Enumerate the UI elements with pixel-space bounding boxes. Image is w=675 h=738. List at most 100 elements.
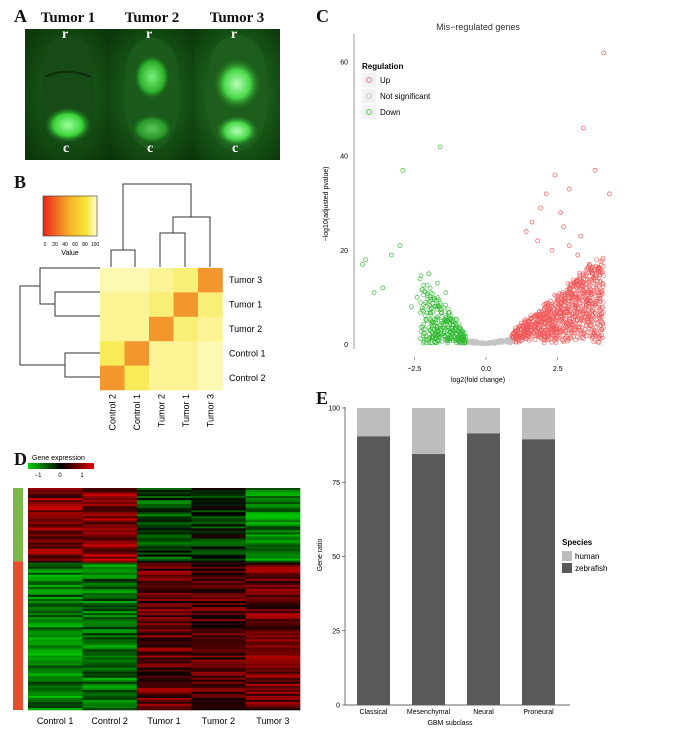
d-heatmap-cell: [191, 538, 246, 541]
c-point-up: [543, 305, 549, 311]
d-heatmap-cell: [191, 701, 246, 705]
d-heatmap-cell: [28, 641, 83, 644]
d-heatmap-cell: [245, 653, 301, 656]
c-point-up: [567, 302, 572, 308]
c-point-up: [577, 270, 582, 276]
e-bar-segment-zebrafish: [467, 433, 500, 705]
d-heatmap-cell: [245, 691, 301, 695]
d-heatmap-cell: [28, 707, 83, 711]
d-heatmap-cell: [191, 500, 246, 503]
d-heatmap-cell: [245, 504, 301, 507]
d-heatmap-cell: [82, 510, 138, 513]
d-heatmap-cell: [136, 659, 192, 662]
d-heatmap-cell: [28, 574, 83, 578]
b-heatmap-cell: [173, 316, 199, 342]
d-heatmap-cell: [28, 603, 83, 606]
e-legend: Species human zebrafish: [562, 538, 607, 573]
d-col-label: Control 1: [37, 716, 74, 726]
b-heatmap-cell: [198, 268, 223, 293]
d-heatmap-cell: [28, 651, 83, 654]
d-heatmap-cell: [136, 601, 192, 604]
panel-c-letter: C: [316, 6, 329, 26]
d-legend-title: Gene expression: [32, 455, 85, 462]
d-heatmap-cell: [28, 560, 83, 563]
b-legend-tick: 40: [62, 242, 68, 248]
d-heatmap-cell: [245, 629, 301, 632]
d-heatmap-cell: [28, 683, 83, 687]
b-heatmap-cell: [198, 365, 223, 391]
b-col-label: Tumor 1: [181, 394, 191, 427]
c-point-outlier: [414, 294, 420, 300]
c-point-up: [513, 325, 518, 331]
c-point-down: [422, 289, 428, 295]
c-point-up: [578, 297, 584, 303]
d-heatmap-cell: [245, 671, 301, 674]
d-heatmap-cell: [245, 695, 301, 699]
d-heatmap-cell: [82, 528, 138, 531]
c-point-up: [573, 284, 579, 290]
c-point-up: [565, 281, 571, 287]
d-heatmap-cell: [136, 582, 192, 586]
b-column-dendrogram: [110, 183, 211, 267]
c-point-down: [442, 317, 448, 323]
d-heatmap-cell: [82, 590, 138, 594]
d-heatmap-cell: [136, 665, 192, 668]
d-heatmap-cell: [191, 510, 246, 513]
d-heatmap-cell: [245, 588, 301, 592]
c-point-outlier: [434, 280, 440, 286]
d-heatmap-cell: [82, 705, 138, 709]
d-heatmap-cell: [245, 687, 301, 691]
c-point-down: [417, 276, 423, 282]
c-point-outlier: [558, 210, 563, 216]
d-heatmap-cell: [136, 564, 192, 568]
d-heatmap-cell: [191, 639, 246, 642]
d-heatmap-cell: [245, 506, 301, 509]
d-heatmap-cell: [245, 550, 301, 553]
d-heatmap-cell: [245, 526, 301, 529]
e-legend-swatch: [562, 563, 572, 573]
d-heatmap-cell: [245, 594, 301, 598]
d-heatmap-cell: [136, 651, 192, 654]
c-point-up: [544, 334, 550, 340]
d-heatmap-cell: [82, 502, 138, 505]
c-point-down: [429, 297, 434, 302]
d-heatmap-cell: [82, 588, 138, 592]
d-heatmap-cell: [82, 633, 138, 636]
d-heatmap-cell: [191, 526, 246, 529]
d-heatmap-cell: [191, 675, 246, 679]
c-point-up: [569, 322, 575, 328]
d-heatmap-cell: [245, 554, 301, 557]
d-heatmap-cell: [245, 699, 301, 703]
c-point-up: [567, 323, 573, 328]
d-heatmap-cell: [136, 580, 192, 584]
d-heatmap-cell: [191, 687, 246, 691]
c-point-down: [439, 307, 444, 312]
c-point-down: [430, 301, 436, 307]
c-point-up: [528, 328, 534, 334]
d-heatmap-cell: [136, 596, 192, 600]
d-heatmap-cell: [28, 633, 83, 636]
d-heatmap-cell: [245, 560, 301, 563]
c-point-not-significant: [495, 339, 499, 344]
d-heatmap-cell: [136, 671, 192, 674]
c-point-up: [566, 327, 572, 332]
b-heatmap-cell: [124, 316, 150, 342]
c-point-up: [587, 302, 592, 307]
d-heatmap-cell: [28, 643, 83, 646]
d-heatmap-cell: [245, 514, 301, 517]
d-heatmap-cell: [245, 512, 301, 515]
d-heatmap-cell: [136, 603, 192, 606]
d-heatmap-cell: [28, 627, 83, 630]
d-heatmap-cell: [28, 621, 83, 624]
c-point-up: [596, 340, 602, 345]
c-point-up: [564, 323, 570, 328]
d-heatmap-cell: [245, 693, 301, 697]
c-point-up: [540, 312, 546, 318]
d-heatmap-cell: [191, 685, 246, 689]
c-legend-label: Up: [380, 76, 391, 85]
c-point-up: [588, 292, 594, 297]
d-heatmap-cell: [82, 617, 138, 620]
c-y-tick: 20: [340, 248, 348, 255]
d-heatmap-cell: [28, 542, 83, 545]
d-heatmap-cell: [136, 532, 192, 535]
